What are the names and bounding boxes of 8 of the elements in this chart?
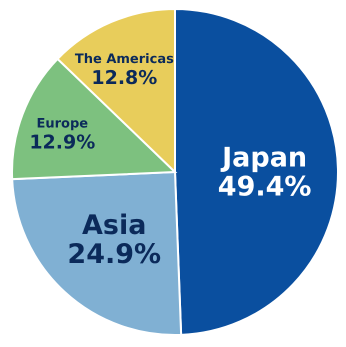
data-label: 12.8% bbox=[91, 67, 158, 89]
slice-label: Japan bbox=[220, 142, 308, 174]
slice-label: The Americas bbox=[74, 52, 174, 67]
data-label: 49.4% bbox=[218, 171, 312, 202]
slice-label: Europe bbox=[36, 116, 88, 132]
data-label: 12.9% bbox=[29, 132, 96, 154]
data-label: 24.9% bbox=[67, 238, 162, 270]
slice-label: Asia bbox=[82, 210, 146, 241]
